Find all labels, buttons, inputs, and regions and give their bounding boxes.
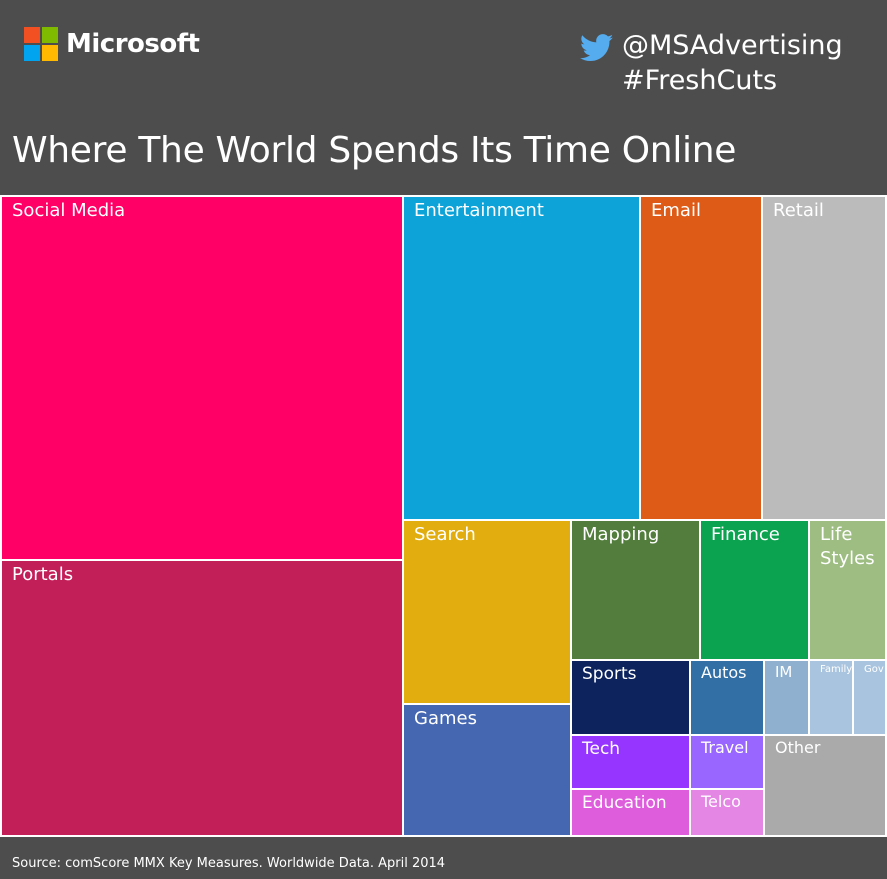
tile-search: Search — [404, 521, 570, 703]
tile-label-im: IM — [775, 663, 792, 681]
tile-rect-search — [404, 521, 570, 703]
tile-rect-email — [641, 197, 761, 519]
header: Microsoft @MSAdvertising #FreshCuts Wher… — [0, 0, 887, 195]
tile-rect-entertainment — [404, 197, 639, 519]
tile-education: Education — [572, 790, 689, 835]
tile-rect-tech — [572, 736, 689, 788]
tile-label-retail: Retail — [773, 200, 824, 221]
tile-games: Games — [404, 705, 570, 835]
tile-portals: Portals — [2, 561, 402, 835]
tile-label-tech: Tech — [581, 739, 620, 759]
tile-rect-im — [765, 661, 808, 734]
tile-entertainment: Entertainment — [404, 197, 639, 519]
source-note: Source: comScore MMX Key Measures. World… — [12, 856, 446, 871]
tile-label-travel: Travel — [700, 738, 749, 757]
tile-autos: Autos — [691, 661, 763, 734]
tile-other: Other — [765, 736, 885, 835]
tile-email: Email — [641, 197, 761, 519]
tile-label-entertainment: Entertainment — [414, 200, 544, 221]
logo-square-red — [24, 27, 40, 43]
tile-rect-family — [810, 661, 852, 734]
tile-rect-finance — [701, 521, 808, 659]
twitter-bird-icon — [580, 34, 614, 62]
twitter-handle[interactable]: @MSAdvertising — [622, 30, 843, 61]
tile-label-other: Other — [775, 738, 821, 757]
tile-rect-other — [765, 736, 885, 835]
logo-square-yellow — [42, 45, 58, 61]
tile-life-styles: Life Styles — [810, 521, 885, 659]
tile-rect-retail — [763, 197, 885, 519]
tile-label-education: Education — [582, 793, 667, 813]
tile-label-email: Email — [651, 200, 701, 221]
tile-label-gov: Gov — [864, 664, 884, 675]
tile-label-telco: Telco — [700, 792, 741, 811]
tile-telco: Telco — [691, 790, 763, 835]
tile-label-mapping: Mapping — [582, 524, 659, 545]
tile-label-finance: Finance — [711, 524, 780, 545]
tile-label-life-styles: Life Styles — [820, 524, 875, 569]
brand-name: Microsoft — [66, 29, 200, 59]
tile-label-autos: Autos — [701, 663, 746, 682]
tile-rect-social-media — [2, 197, 402, 559]
microsoft-logo-icon — [24, 27, 58, 61]
tile-tech: Tech — [572, 736, 689, 788]
tile-label-sports: Sports — [582, 664, 637, 684]
tile-rect-education — [572, 790, 689, 835]
tile-mapping: Mapping — [572, 521, 699, 659]
tile-gov: Gov — [854, 661, 885, 734]
tile-rect-mapping — [572, 521, 699, 659]
tile-rect-travel — [691, 736, 763, 788]
tile-family: Family — [810, 661, 852, 734]
tile-label-search: Search — [414, 524, 476, 545]
tile-rect-gov — [854, 661, 885, 734]
tile-im: IM — [765, 661, 808, 734]
tile-social-media: Social Media — [2, 197, 402, 559]
logo-square-green — [42, 27, 58, 43]
tile-finance: Finance — [701, 521, 808, 659]
tile-label-social-media: Social Media — [12, 200, 125, 221]
tile-travel: Travel — [691, 736, 763, 788]
tile-sports: Sports — [572, 661, 689, 734]
tile-rect-sports — [572, 661, 689, 734]
tile-rect-life-styles — [810, 521, 885, 659]
logo-square-blue — [24, 45, 40, 61]
tile-rect-portals — [2, 561, 402, 835]
tile-rect-games — [404, 705, 570, 835]
hashtag: #FreshCuts — [622, 65, 778, 96]
tile-label-family: Family — [820, 664, 852, 675]
tile-rect-autos — [691, 661, 763, 734]
tile-rect-telco — [691, 790, 763, 835]
chart-title: Where The World Spends Its Time Online — [12, 130, 737, 171]
tile-label-games: Games — [414, 708, 477, 729]
tile-retail: Retail — [763, 197, 885, 519]
tile-label-portals: Portals — [12, 564, 73, 585]
